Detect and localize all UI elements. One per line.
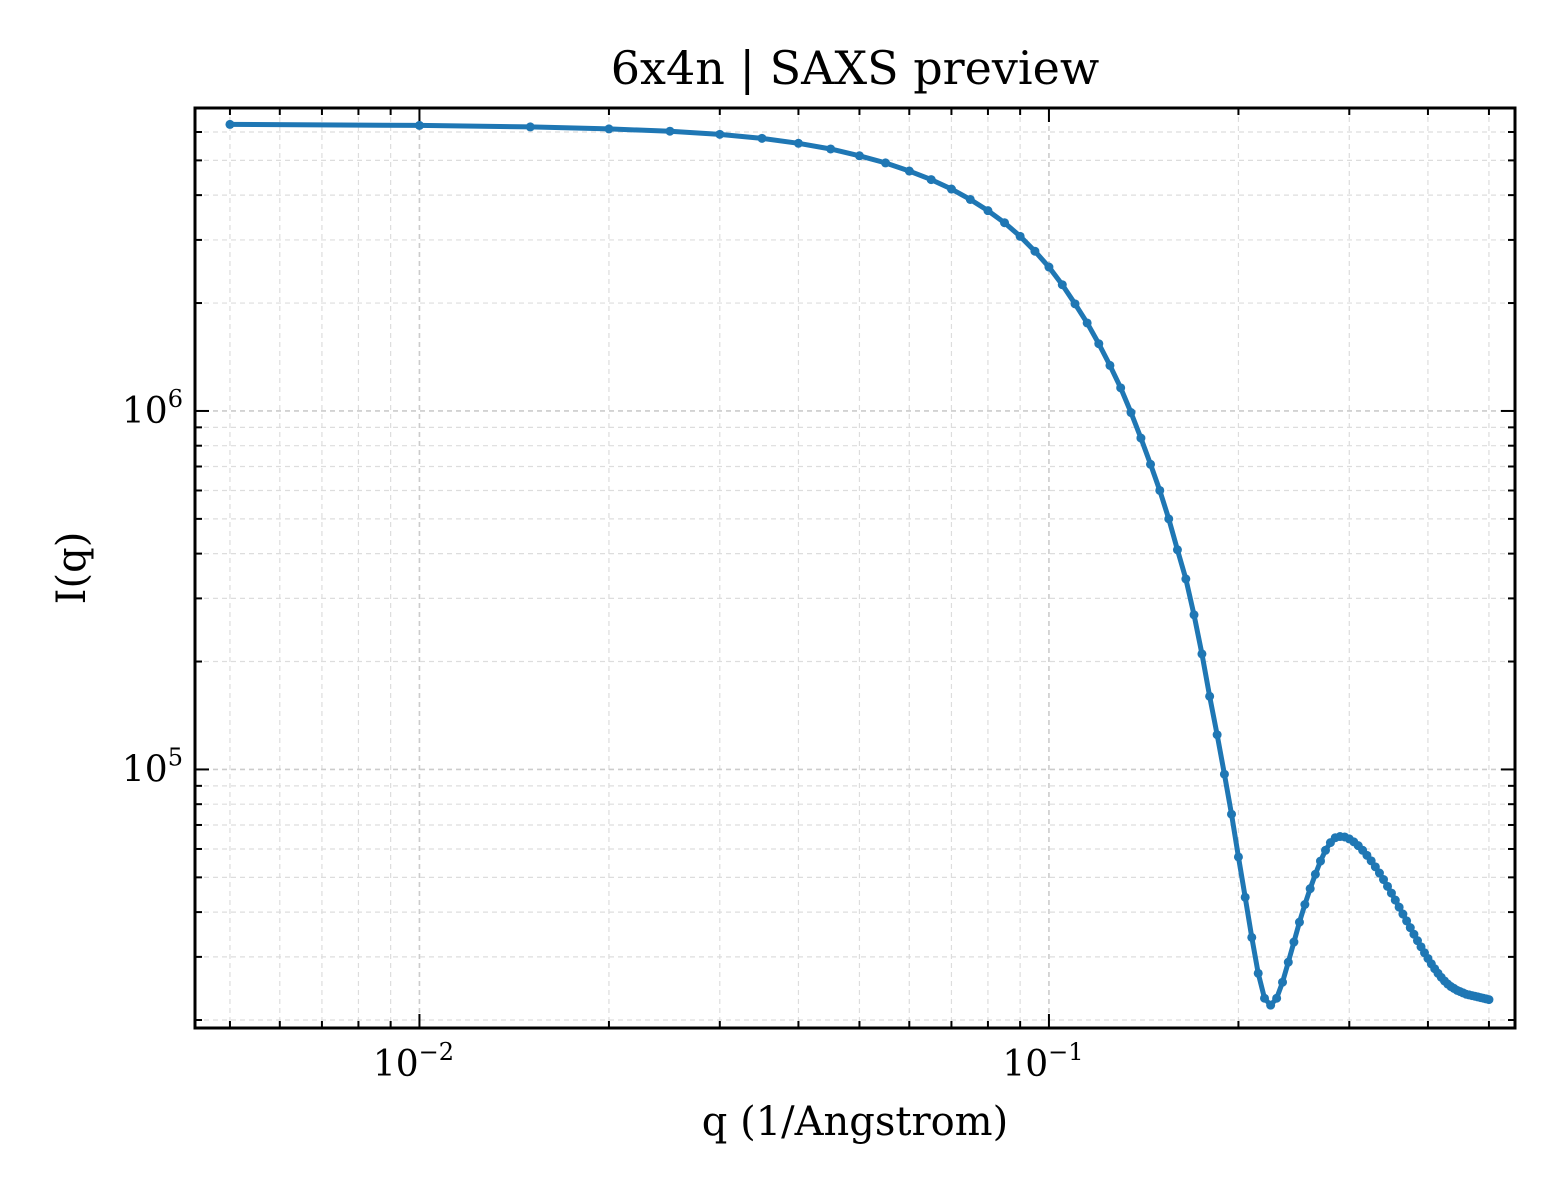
data-point	[1227, 809, 1237, 819]
data-point	[926, 175, 936, 185]
data-point	[1383, 881, 1392, 891]
data-point	[1015, 231, 1025, 241]
data-point	[826, 144, 836, 154]
data-point	[1205, 691, 1215, 701]
chart-title: 6x4n | SAXS preview	[611, 41, 1099, 95]
data-point	[1390, 895, 1400, 905]
data-point	[1172, 545, 1182, 555]
data-point	[1379, 875, 1389, 885]
data-point	[1070, 299, 1080, 309]
data-point	[1300, 900, 1310, 909]
data-point	[793, 138, 803, 148]
data-point	[604, 124, 614, 134]
data-point	[1155, 485, 1165, 495]
y-tick-label: 106	[122, 385, 183, 432]
data-point	[1394, 902, 1404, 912]
data-point	[1315, 856, 1325, 866]
series-layer	[225, 119, 1494, 1010]
data-point	[1136, 433, 1146, 443]
data-point	[225, 119, 235, 129]
data-point	[715, 129, 725, 139]
data-point	[1272, 993, 1282, 1003]
data-point	[1212, 730, 1222, 740]
data-point	[1094, 339, 1104, 349]
data-point	[1233, 852, 1243, 862]
data-point	[1181, 574, 1191, 584]
data-point	[665, 126, 675, 136]
data-point	[1294, 917, 1304, 927]
y-tick-label: 105	[122, 743, 183, 790]
data-point	[946, 184, 956, 194]
data-point	[525, 122, 535, 132]
data-point	[1253, 968, 1263, 978]
data-point	[965, 194, 975, 204]
x-axis-label: q (1/Angstrom)	[702, 1099, 1008, 1145]
y-axis-label: I(q)	[49, 532, 95, 605]
tick-label-layer: 10−2 10−1 105 106	[122, 385, 1084, 1085]
data-point	[1305, 884, 1315, 894]
data-point	[1484, 995, 1494, 1005]
data-point	[1044, 262, 1054, 272]
data-point	[757, 133, 767, 143]
data-point	[854, 151, 864, 161]
data-point	[1405, 923, 1415, 933]
data-point	[1146, 459, 1156, 469]
data-point	[1000, 218, 1010, 228]
data-point	[904, 166, 914, 176]
data-point	[1126, 408, 1136, 418]
data-point	[1398, 909, 1408, 919]
data-point	[1283, 957, 1293, 967]
data-point	[983, 206, 993, 216]
data-point	[1247, 932, 1257, 942]
x-tick-label: 10−1	[1002, 1038, 1083, 1085]
data-point	[1278, 977, 1288, 987]
data-point	[1310, 869, 1320, 879]
data-point	[1189, 610, 1199, 620]
data-point	[1197, 649, 1207, 659]
data-point	[1105, 360, 1115, 370]
data-point	[1057, 280, 1067, 290]
data-point	[1082, 318, 1092, 328]
grid-layer	[195, 107, 1515, 1028]
data-point	[1240, 892, 1250, 902]
data-point	[414, 120, 424, 130]
data-point	[1321, 845, 1330, 855]
data-point	[1219, 769, 1229, 779]
data-point	[1266, 1000, 1276, 1010]
data-point	[1260, 993, 1269, 1003]
data-point	[1164, 514, 1174, 524]
data-point	[1289, 937, 1299, 947]
data-point	[1030, 246, 1040, 256]
x-tick-label: 10−2	[373, 1038, 454, 1085]
plot-frame	[193, 106, 1517, 1030]
data-point	[1374, 868, 1384, 878]
data-point	[881, 158, 890, 168]
data-point	[1386, 888, 1396, 898]
data-point	[1402, 916, 1412, 926]
data-point	[1116, 383, 1126, 393]
